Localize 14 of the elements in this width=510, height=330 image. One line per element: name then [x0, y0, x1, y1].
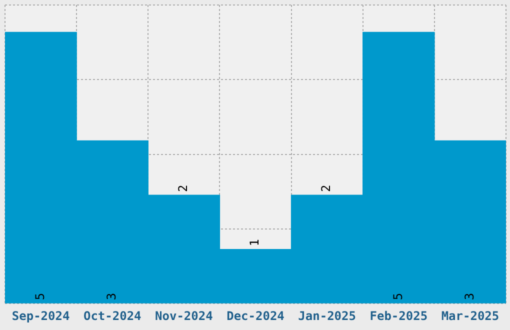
x-tick-label: Sep-2024 — [12, 308, 70, 323]
x-tick-label: Dec-2024 — [226, 308, 284, 323]
x-tick-label: Feb-2025 — [370, 308, 428, 323]
data-label: 1 — [248, 239, 262, 246]
data-label: 3 — [104, 292, 118, 300]
x-tick-label: Nov-2024 — [155, 308, 213, 323]
x-tick-label: Mar-2025 — [441, 308, 500, 323]
x-tick-label: Oct-2024 — [83, 308, 142, 323]
data-label: 5 — [32, 292, 47, 300]
data-label: 2 — [176, 184, 190, 192]
data-label: 2 — [319, 184, 334, 192]
data-label: 3 — [462, 292, 476, 300]
x-tick-label: Jan-2025 — [298, 308, 356, 323]
data-label: 5 — [390, 292, 405, 300]
